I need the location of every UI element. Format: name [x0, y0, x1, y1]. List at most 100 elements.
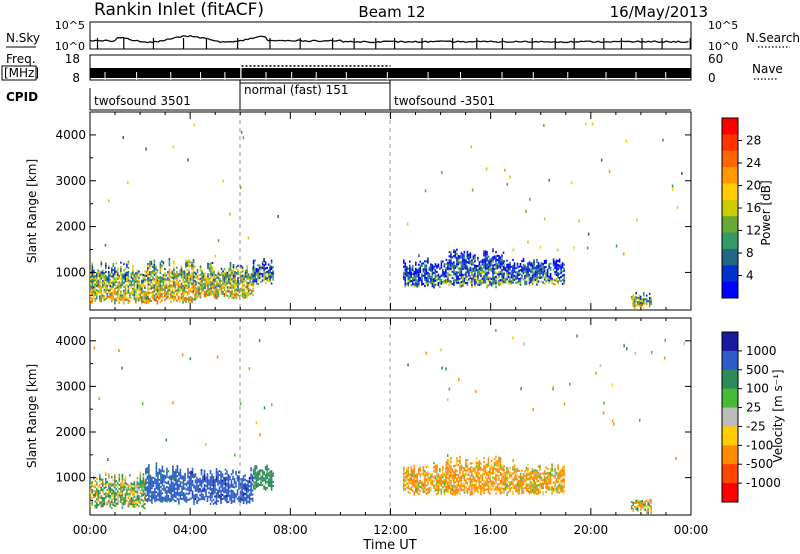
echo-cell	[247, 500, 249, 503]
echo-cell	[154, 481, 156, 484]
echo-cell	[146, 498, 149, 501]
echo-cell	[121, 298, 124, 301]
echo-cell	[99, 502, 101, 505]
echo-cell	[475, 461, 478, 464]
echo-cell	[103, 288, 106, 291]
echo-cell	[454, 250, 457, 253]
echo-cell	[451, 478, 454, 481]
echo-cell	[201, 274, 203, 277]
echo-cell	[493, 263, 496, 266]
echo-cell	[235, 481, 237, 484]
echo-cell	[480, 476, 482, 479]
echo-cell	[248, 481, 251, 484]
echo-cell	[126, 280, 128, 283]
echo-cell	[510, 274, 513, 277]
echo-cell	[468, 268, 470, 271]
echo-cell	[460, 268, 463, 271]
echo-cell	[484, 476, 487, 479]
echo-cell	[206, 481, 209, 484]
echo-cell	[230, 497, 233, 500]
echo-cell	[254, 473, 256, 476]
echo-cell	[227, 486, 230, 489]
echo-cell	[448, 468, 451, 471]
echo-cell	[127, 486, 130, 489]
echo-cell	[186, 283, 189, 286]
echo-cell	[120, 496, 122, 499]
echo-cell	[200, 479, 203, 482]
echo-cell	[205, 493, 207, 496]
echo-cell	[91, 503, 94, 506]
echo-cell	[459, 492, 461, 495]
echo-cell	[117, 275, 119, 278]
echo-cell	[229, 494, 231, 497]
echo-cell	[241, 486, 243, 489]
echo-cell	[648, 305, 651, 308]
echo-cell	[478, 263, 481, 266]
echo-cell	[436, 270, 438, 273]
echo-cell	[201, 288, 203, 291]
echo-cell	[472, 469, 475, 472]
echo-cell	[242, 475, 245, 478]
echo-cell	[230, 473, 233, 476]
echo-cell	[121, 281, 124, 284]
echo-cell	[173, 268, 175, 271]
echo-cell	[439, 277, 441, 280]
echo-cell	[153, 278, 156, 281]
echo-cell	[421, 283, 423, 286]
echo-cell	[97, 271, 100, 274]
scatter-cell	[527, 240, 529, 244]
echo-cell	[108, 487, 110, 490]
echo-cell	[540, 276, 543, 279]
echo-cell	[266, 472, 268, 475]
echo-cell	[106, 495, 109, 498]
echo-cell	[226, 472, 228, 475]
echo-cell	[193, 494, 195, 497]
echo-cell	[487, 456, 490, 459]
echo-cell	[483, 473, 485, 476]
echo-cell	[238, 495, 240, 498]
echo-cell	[513, 278, 516, 281]
echo-cell	[252, 266, 255, 269]
echo-cell	[121, 482, 124, 485]
echo-cell	[225, 275, 227, 278]
echo-cell	[524, 277, 526, 280]
echo-cell	[463, 277, 466, 280]
echo-cell	[114, 283, 116, 286]
echo-cell	[146, 467, 149, 470]
echo-cell	[202, 289, 205, 292]
echo-cell	[412, 273, 414, 276]
echo-cell	[124, 482, 127, 485]
echo-cell	[135, 301, 137, 304]
echo-cell	[552, 258, 555, 261]
echo-cell	[149, 491, 152, 494]
echo-cell	[478, 476, 481, 479]
echo-cell	[217, 493, 219, 496]
echo-cell	[170, 286, 172, 289]
echo-cell	[100, 294, 103, 297]
echo-cell	[404, 281, 407, 284]
echo-cell	[244, 290, 247, 293]
echo-cell	[135, 504, 137, 507]
echo-cell	[163, 488, 165, 491]
nsky-segment	[675, 40, 679, 43]
echo-cell	[91, 489, 94, 492]
echo-cell	[450, 461, 452, 464]
echo-cell	[456, 486, 458, 489]
echo-cell	[433, 470, 435, 473]
echo-cell	[217, 475, 219, 478]
echo-cell	[428, 487, 431, 490]
echo-cell	[177, 289, 180, 292]
echo-cell	[121, 473, 124, 476]
echo-cell	[120, 494, 122, 497]
echo-cell	[202, 489, 204, 492]
echo-cell	[212, 498, 215, 501]
echo-cell	[457, 261, 460, 264]
echo-cell	[155, 472, 158, 475]
echo-cell	[246, 273, 248, 276]
echo-cell	[161, 266, 163, 269]
echo-cell	[185, 278, 187, 281]
echo-cell	[93, 477, 95, 480]
echo-cell	[173, 277, 175, 280]
echo-cell	[156, 294, 159, 297]
echo-cell	[220, 274, 223, 277]
